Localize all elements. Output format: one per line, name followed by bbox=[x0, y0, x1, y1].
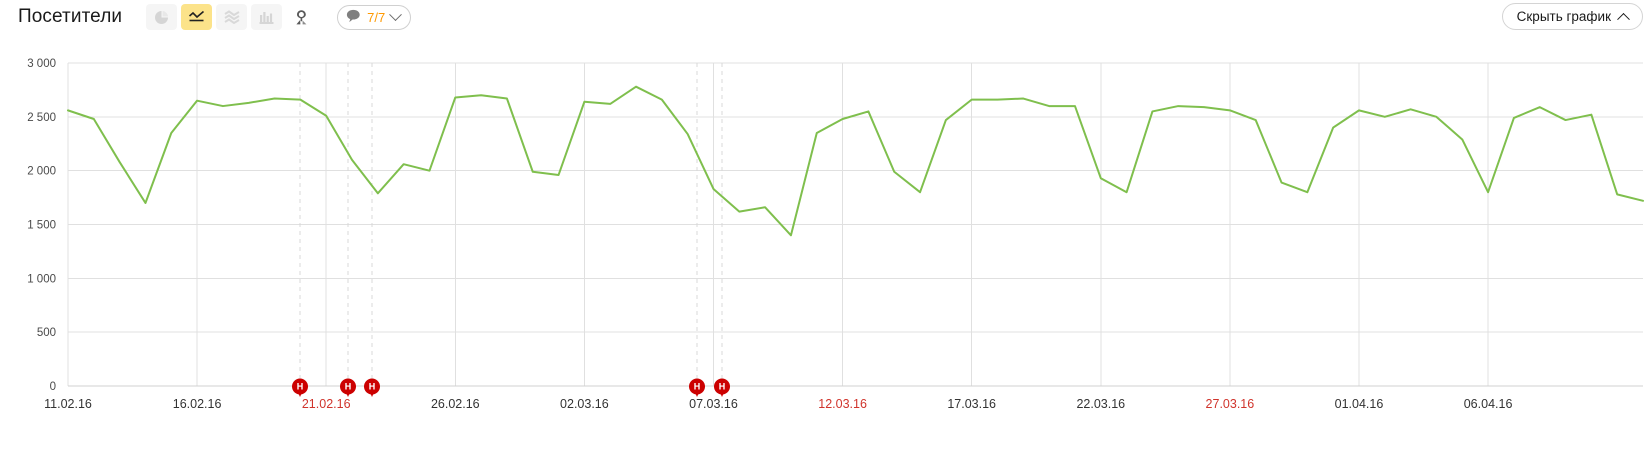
y-axis-tick-label: 2 500 bbox=[27, 112, 56, 124]
bar-chart-icon-button[interactable] bbox=[251, 4, 283, 30]
line-chart-icon-button[interactable] bbox=[181, 4, 213, 30]
map-icon-button[interactable] bbox=[286, 4, 317, 30]
y-axis-tick-label: 2 000 bbox=[27, 166, 56, 178]
x-axis-tick-label: 11.02.16 bbox=[44, 397, 92, 411]
y-axis-tick-label: 500 bbox=[37, 327, 56, 339]
hide-chart-button[interactable]: Скрыть график bbox=[1501, 3, 1643, 30]
x-axis-tick-label: 21.02.16 bbox=[302, 397, 351, 411]
holiday-marker-label: H bbox=[719, 382, 726, 392]
holiday-marker-circle bbox=[340, 378, 356, 395]
y-axis-tick-label: 1 000 bbox=[27, 273, 56, 285]
pie-chart-icon-button[interactable] bbox=[146, 4, 178, 30]
chevron-up-icon bbox=[1617, 12, 1630, 26]
y-axis-tick-label: 3 000 bbox=[27, 58, 56, 70]
x-axis-tick-label: 07.03.16 bbox=[689, 397, 738, 411]
x-axis-tick-label: 27.03.16 bbox=[1206, 397, 1255, 411]
page-title: Посетители bbox=[18, 6, 123, 27]
comment-bubble-icon bbox=[346, 9, 361, 26]
holiday-marker-circle bbox=[689, 378, 705, 395]
holiday-marker-label: H bbox=[345, 382, 352, 392]
holiday-marker-label: H bbox=[694, 382, 701, 392]
hide-chart-label: Скрыть график bbox=[1516, 9, 1611, 24]
chevron-down-icon bbox=[389, 7, 403, 21]
x-axis-tick-label: 22.03.16 bbox=[1076, 397, 1125, 411]
visitors-line-chart-svg[interactable]: 0 500 1 000 1 500 2 000 2 500 3 000 11.02.16 16.… bbox=[0, 34, 1649, 455]
area-chart-icon-button[interactable] bbox=[216, 4, 248, 30]
pie-chart-icon bbox=[154, 10, 169, 25]
y-axis-tick-label: 0 bbox=[50, 381, 56, 393]
y-axis-tick-label: 1 500 bbox=[27, 220, 56, 232]
x-axis-tick-label: 26.02.16 bbox=[431, 397, 480, 411]
x-axis-tick-label: 01.04.16 bbox=[1335, 397, 1384, 411]
holiday-marker-circle bbox=[292, 378, 308, 395]
holiday-marker[interactable]: H bbox=[714, 378, 730, 398]
bar-chart-icon bbox=[259, 10, 274, 24]
x-axis-tick-label: 12.03.16 bbox=[818, 397, 867, 411]
x-axis-tick-label: 02.03.16 bbox=[560, 397, 609, 411]
holiday-marker-label: H bbox=[297, 382, 304, 392]
x-axis-tick-label: 17.03.16 bbox=[947, 397, 996, 411]
holiday-marker[interactable]: H bbox=[292, 378, 308, 398]
x-axis-tick-label: 16.02.16 bbox=[173, 397, 222, 411]
chart-toolbar: Посетители bbox=[0, 0, 1649, 34]
line-chart-icon bbox=[188, 10, 205, 24]
map-icon bbox=[293, 9, 310, 26]
holiday-marker-circle bbox=[714, 378, 730, 395]
data-series-line[interactable] bbox=[67, 85, 1644, 237]
annotations-count-label: 7/7 bbox=[367, 9, 386, 25]
annotations-button[interactable]: 7/7 bbox=[337, 4, 412, 30]
holiday-marker-label: H bbox=[369, 382, 376, 392]
holiday-marker[interactable]: H bbox=[364, 378, 380, 398]
area-chart-icon bbox=[224, 10, 240, 24]
visitors-chart: 0 500 1 000 1 500 2 000 2 500 3 000 11.02.16 16.… bbox=[0, 34, 1649, 455]
holiday-marker[interactable]: H bbox=[340, 378, 356, 398]
holiday-marker[interactable]: H bbox=[689, 378, 705, 398]
x-axis-tick-label: 06.04.16 bbox=[1464, 397, 1513, 411]
chart-type-switcher bbox=[146, 4, 317, 30]
holiday-marker-circle bbox=[364, 378, 380, 395]
